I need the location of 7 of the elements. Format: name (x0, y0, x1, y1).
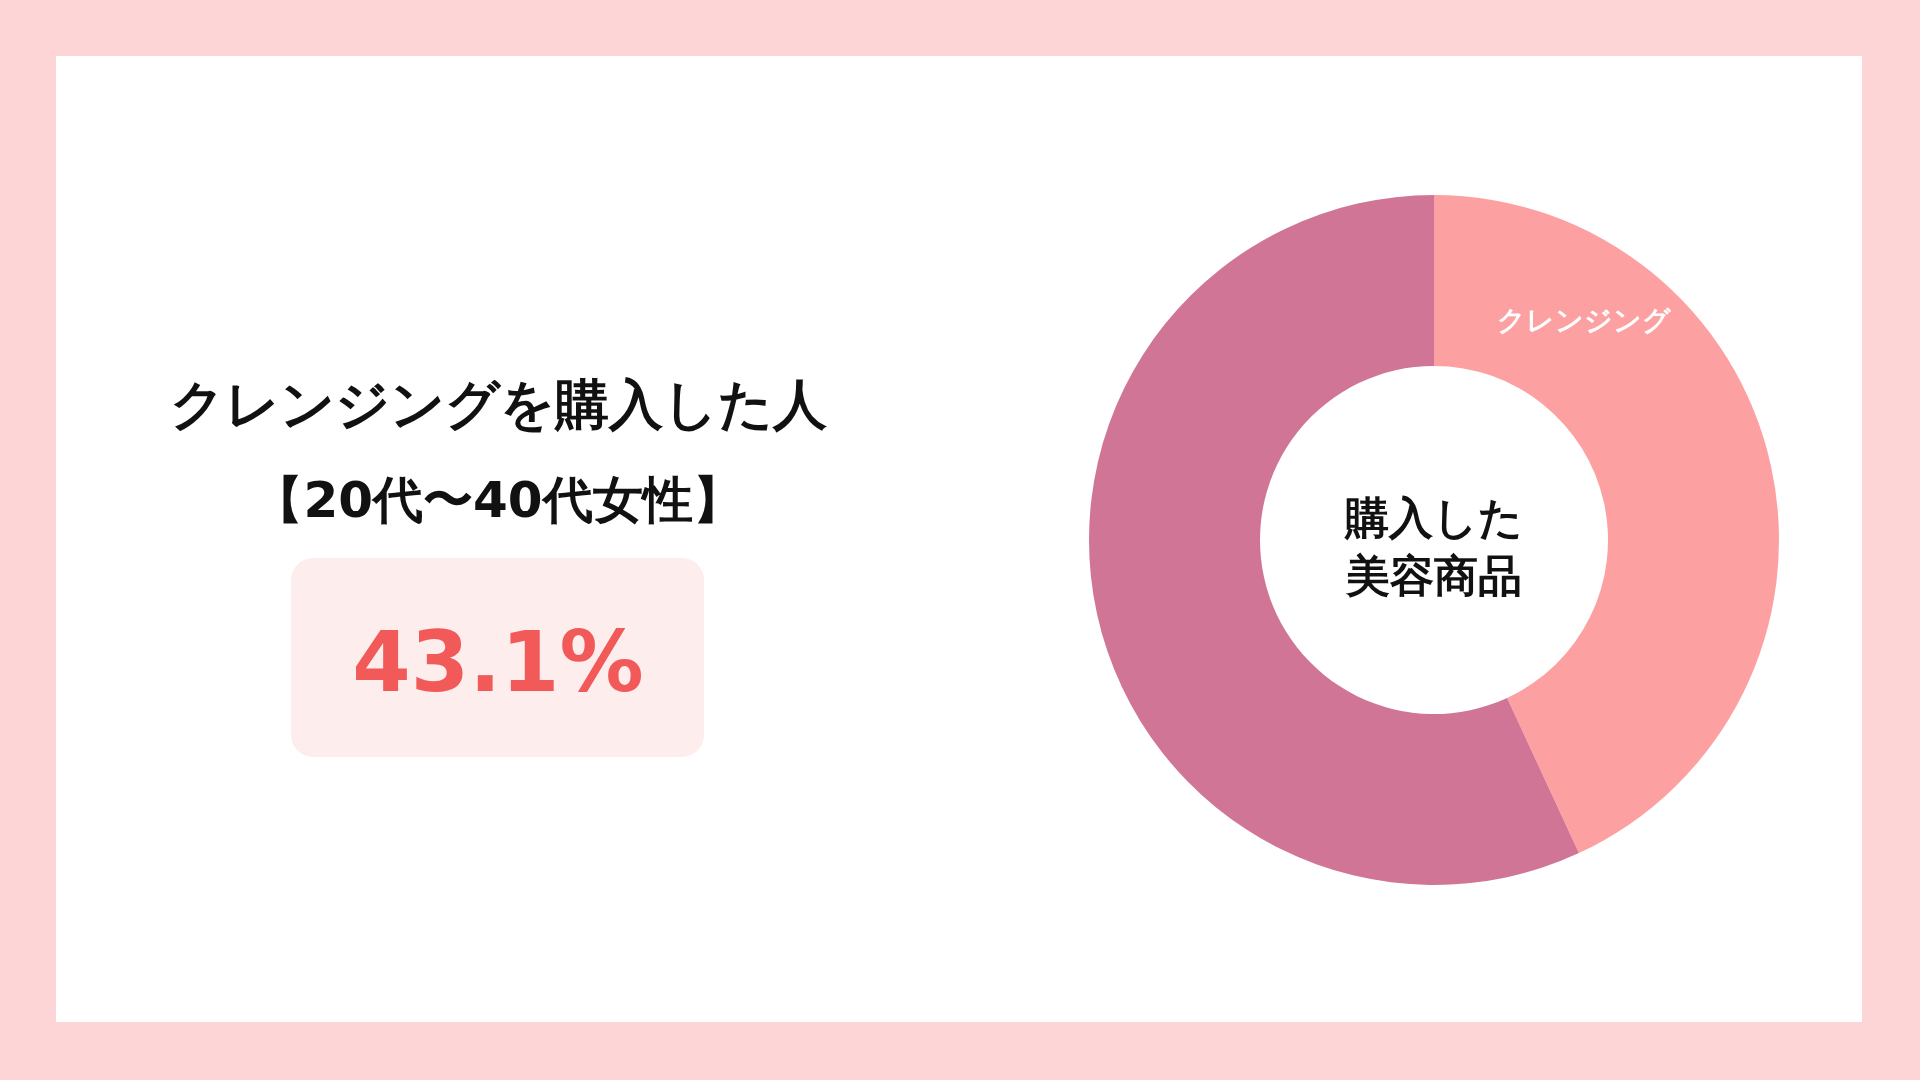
donut-slice (1434, 195, 1779, 854)
donut-slice (1089, 195, 1579, 885)
text: 43.1% (352, 613, 644, 711)
slice-label: クレンジング (1496, 304, 1672, 338)
text: クレンジングを購入した人 (169, 372, 827, 436)
text: 【20代〜40代女性】 (253, 471, 743, 529)
text: 購入した美容商品 (1344, 492, 1523, 601)
